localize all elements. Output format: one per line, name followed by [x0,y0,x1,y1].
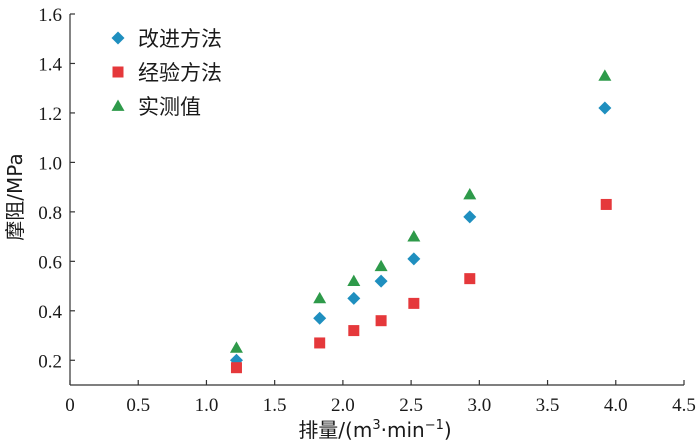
x-tick-label: 4.0 [604,395,628,416]
legend-item: 实测值 [111,95,201,119]
data-point-triangle [463,188,477,200]
data-point-triangle [374,259,388,272]
series-triangle [229,69,612,353]
y-tick-label: 1.6 [38,5,62,26]
x-axis-ticks: 0 0.5 1.0 1.5 2.0 2.5 3.0 3.5 4.0 4.5 [65,380,696,416]
x-tick-label: 1.5 [263,395,287,416]
x-tick-label: 0.5 [126,395,150,416]
x-tick-label: 1.0 [195,395,219,416]
data-point-square [408,297,420,309]
legend-label: 实测值 [138,95,201,119]
x-tick-label: 2.0 [331,395,355,416]
x-tick-label: 3.0 [467,395,491,416]
x-tick-label: 2.5 [399,395,423,416]
legend-item: 经验方法 [112,61,222,85]
data-point-diamond [463,210,477,224]
data-point-triangle [347,274,361,286]
y-tick-label: 0.8 [38,203,62,224]
y-tick-label: 0.4 [38,302,62,323]
legend-marker-square [112,66,124,78]
y-tick-label: 0.6 [38,252,62,273]
y-tick-label: 0.2 [38,351,62,372]
x-axis-title: 排量/(m3·min−1) [298,418,451,442]
data-point-square [230,362,242,374]
series-square [230,198,612,374]
data-point-diamond [407,252,421,266]
data-point-square [375,315,387,327]
x-tick-label: 3.5 [536,395,560,416]
data-point-triangle [229,341,243,353]
data-point-triangle [598,69,612,81]
data-point-square [348,325,360,337]
data-point-diamond [374,274,388,288]
plot-area: 0 0.5 1.0 1.5 2.0 2.5 3.0 3.5 4.0 4.5 0.20.40.60.… [38,5,696,416]
y-tick-label: 1.4 [38,54,62,75]
series-diamond [229,101,612,367]
x-tick-label: 4.5 [672,395,696,416]
data-point-diamond [598,101,612,115]
legend-marker-diamond [111,31,125,45]
data-point-diamond [313,311,327,325]
y-axis-title: 摩阻/MPa [3,153,27,240]
data-point-triangle [313,291,327,304]
data-point-triangle [407,230,421,242]
data-point-square [600,198,612,210]
x-tick-label: 0 [65,395,75,416]
legend-marker-triangle [111,99,125,111]
y-axis-ticks: 0.2 0.4 0.6 0.8 1.0 1.2 1.4 1.6 [38,5,75,372]
y-tick-label: 1.2 [38,104,62,125]
data-markers [229,69,612,374]
data-point-square [314,337,326,349]
legend-label: 改进方法 [138,27,222,51]
y-tick-label: 1.0 [38,153,62,174]
legend-item: 改进方法 [111,27,222,51]
data-point-diamond [347,291,361,305]
legend-label: 经验方法 [138,61,222,85]
data-point-square [464,273,476,285]
